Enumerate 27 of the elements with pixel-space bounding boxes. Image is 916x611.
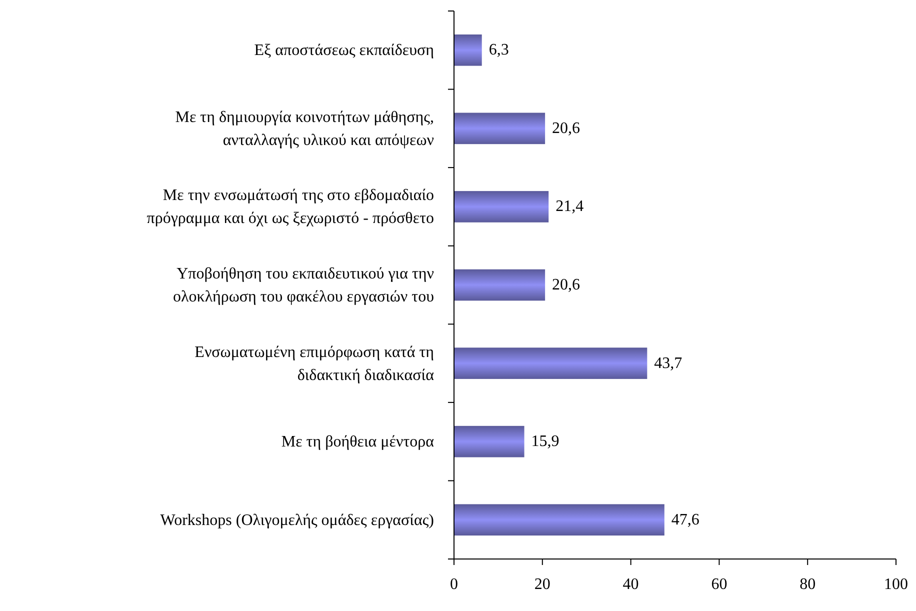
data-label: 20,6 — [552, 120, 580, 137]
y-tick-label: Ενσωματωμένη επιμόρφωση κατά τη διδακτική διαδικασία — [194, 343, 435, 384]
x-tick-label: 60 — [711, 576, 728, 593]
bar — [454, 426, 524, 458]
data-label: 6,3 — [488, 42, 509, 59]
data-label: 47,6 — [671, 511, 700, 528]
y-tick-label: Με τη βοήθεια μέντορα — [281, 433, 435, 450]
x-tick-label: 100 — [884, 576, 908, 593]
y-tick-label: Με την ενσωμάτωσή της στο εβδομαδιαίο πρόγραμμα και όχι ως ξεχωριστό - πρόσθετο — [146, 186, 434, 227]
y-tick-label: Υποβοήθηση του εκπαιδευτικού για την ολοκλήρωση του φακέλου εργασιών του — [173, 265, 434, 305]
bar — [454, 191, 549, 222]
data-label: 15,9 — [531, 433, 560, 450]
bar — [454, 112, 546, 144]
bar — [454, 34, 482, 66]
x-tick-label: 80 — [800, 576, 816, 593]
bar — [454, 269, 546, 301]
x-tick-label: 40 — [622, 576, 639, 593]
y-tick-label: Με τη δημιουργία κοινοτήτων μάθησης, ανταλλαγής υλικού και απόψεων — [175, 108, 434, 148]
data-label: 43,7 — [654, 354, 682, 372]
data-label: 21,4 — [556, 198, 584, 216]
x-tick-label: 20 — [534, 576, 550, 593]
bar — [454, 348, 648, 379]
bar — [454, 504, 664, 536]
x-tick-label: 0 — [450, 576, 458, 593]
y-tick-label: Εξ αποστάσεως εκπαίδευση — [254, 42, 434, 59]
data-label: 20,6 — [552, 276, 580, 294]
y-tick-label: Workshops (Ολιγομελής ομάδες εργασίας) — [160, 511, 434, 528]
